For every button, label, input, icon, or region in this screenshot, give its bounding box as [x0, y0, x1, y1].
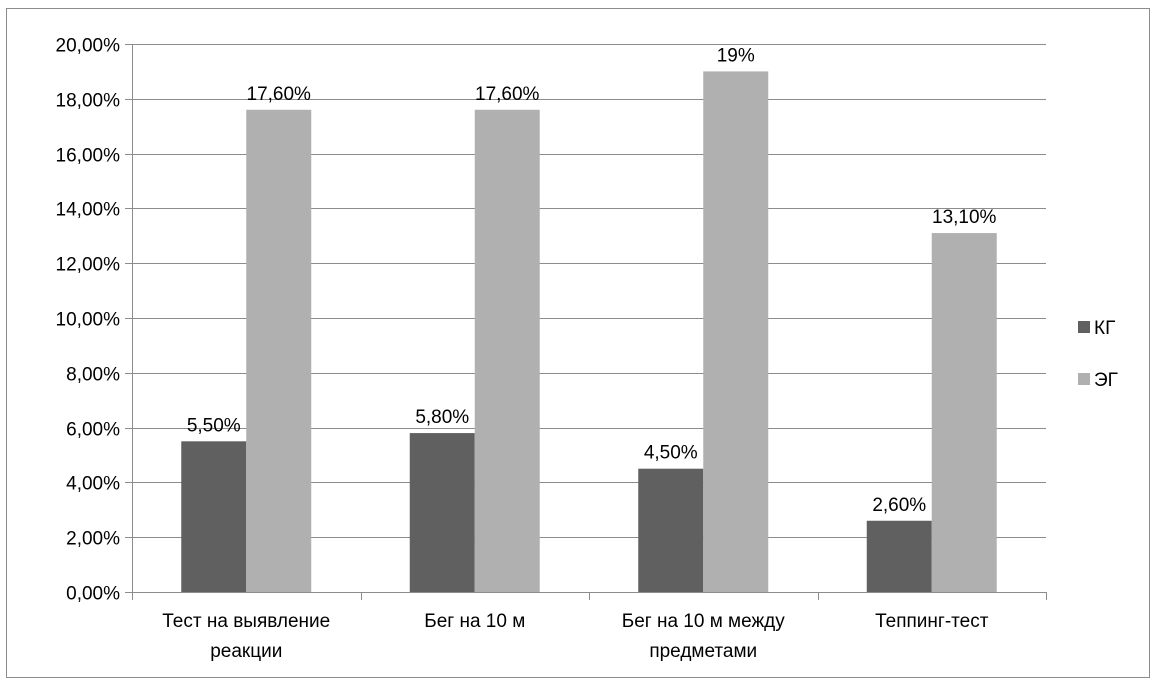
x-category-label: Бег на 10 м — [424, 611, 525, 632]
y-tick-label: 4,00% — [66, 474, 120, 495]
legend-swatch — [1078, 321, 1090, 333]
x-category-label: предметами — [649, 641, 757, 662]
data-label: 5,50% — [187, 415, 241, 436]
bar-eg — [703, 71, 769, 592]
y-tick-label: 8,00% — [66, 365, 120, 386]
data-label: 17,60% — [247, 84, 312, 105]
legend-label: ЭГ — [1094, 370, 1118, 391]
x-category-label: Теппинг-тест — [875, 611, 989, 632]
bar-eg — [931, 233, 997, 592]
y-tick-label: 16,00% — [56, 146, 121, 167]
legend: КГ ЭГ — [1078, 318, 1118, 391]
bar-kg — [181, 441, 247, 592]
y-tick-label: 6,00% — [66, 420, 120, 441]
bars — [181, 71, 997, 592]
y-tick-label: 14,00% — [56, 200, 121, 221]
bar-kg — [409, 433, 475, 592]
y-tick-label: 2,00% — [66, 529, 120, 550]
legend-swatch — [1078, 373, 1090, 385]
y-tick-label: 0,00% — [66, 584, 120, 605]
legend-label: КГ — [1094, 318, 1115, 339]
data-labels: 5,50% 17,60% 5,80% 17,60% 4,50% 19% 2,60% 13,10… — [187, 45, 997, 515]
axes — [125, 44, 1047, 600]
data-label: 2,60% — [872, 495, 926, 516]
data-label: 13,10% — [932, 207, 997, 228]
y-axis-tick-labels: 0,00% 2,00% 4,00% 6,00% 8,00% 10,00% 12,00% 14,… — [56, 36, 121, 605]
x-category-label: реакции — [210, 641, 282, 662]
y-tick-label: 20,00% — [56, 36, 121, 57]
y-tick-label: 10,00% — [56, 310, 121, 331]
data-label: 17,60% — [475, 84, 540, 105]
data-label: 19% — [717, 45, 755, 66]
bar-eg — [474, 109, 540, 592]
bar-eg — [246, 109, 312, 592]
x-category-label: Бег на 10 м между — [622, 611, 786, 632]
data-label: 4,50% — [644, 443, 698, 464]
x-category-label: Тест на выявление — [162, 611, 330, 632]
bar-kg — [866, 520, 932, 592]
y-tick-label: 12,00% — [56, 255, 121, 276]
bar-kg — [638, 468, 704, 592]
x-axis-category-labels: Тест на выявление реакции Бег на 10 м Бег н… — [162, 611, 988, 662]
y-tick-label: 18,00% — [56, 91, 121, 112]
data-label: 5,80% — [415, 407, 469, 428]
